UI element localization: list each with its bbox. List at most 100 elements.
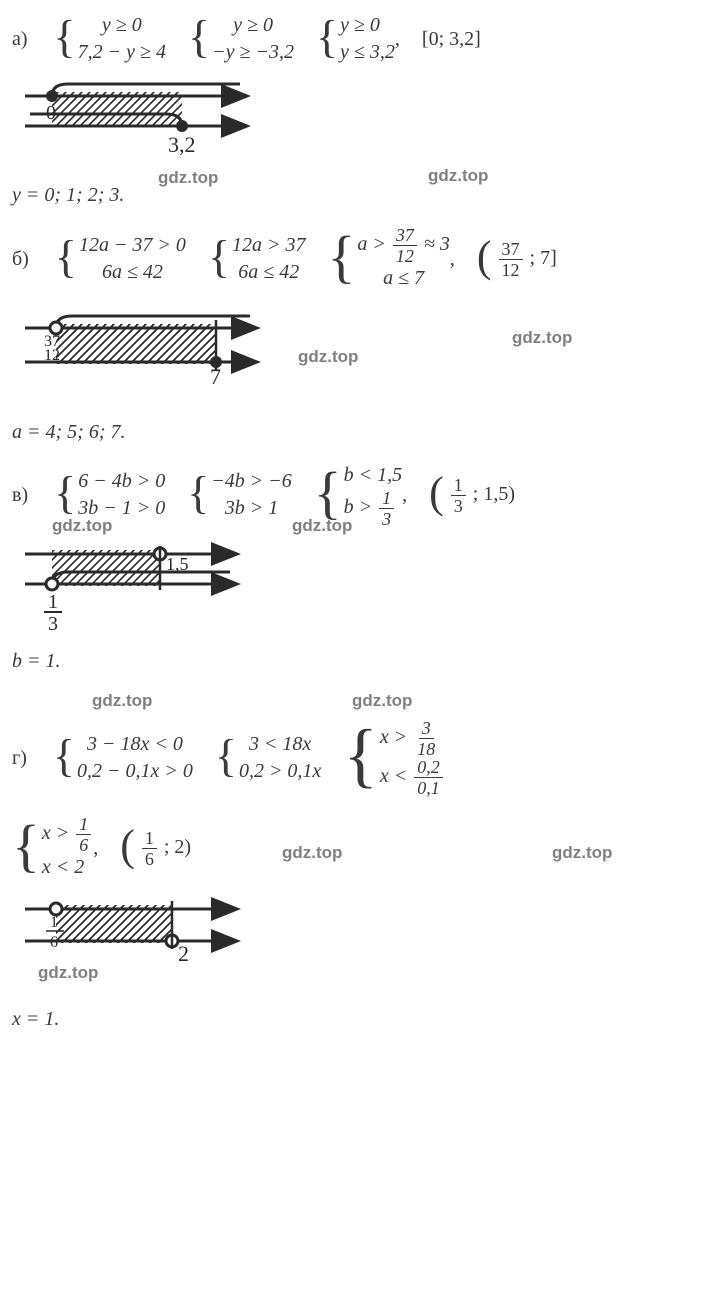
problem-d-sys3: { x > 3 18 x < 0,2 0,1 (343, 719, 444, 797)
watermark: gdz.top (282, 843, 342, 863)
sys2-line1: y ≥ 0 (233, 12, 273, 39)
fraction: 3 18 (414, 719, 438, 758)
brace-icon: { (53, 738, 75, 775)
watermark: gdz.top (552, 843, 612, 863)
sys2-line1: −4b > −6 (211, 468, 292, 495)
watermark: gdz.top (428, 166, 488, 186)
sys3-comma: , (402, 484, 407, 507)
svg-text:2: 2 (178, 941, 189, 966)
svg-text:3: 3 (48, 613, 58, 635)
fraction: 0,2 0,1 (414, 758, 443, 797)
brace-icon: { (316, 19, 338, 56)
problem-c-sys1: { 6 − 4b > 0 3b − 1 > 0 (54, 468, 165, 522)
problem-a-systems-row: а) { y ≥ 0 7,2 − y ≥ 4 { y ≥ 0 −y ≥ −3,2… (12, 12, 690, 66)
paren-open: ( (477, 232, 492, 281)
problem-a-label: а) (12, 28, 28, 51)
frac-num: 1 (76, 815, 91, 835)
frac-num: 0,2 (414, 758, 443, 778)
problem-d-sys2: { 3 < 18x 0,2 > 0,1x (215, 731, 321, 785)
frac-den: 12 (499, 260, 523, 279)
fraction: 1 3 (379, 489, 394, 528)
problem-a: а) { y ≥ 0 7,2 − y ≥ 4 { y ≥ 0 −y ≥ −3,2… (12, 12, 690, 208)
svg-text:0: 0 (46, 102, 56, 124)
fraction: 37 12 (393, 226, 417, 265)
watermark: gdz.top (52, 516, 112, 536)
sys3-line1-prefix: a > (357, 233, 391, 255)
sys1-line1: 6 − 4b > 0 (78, 468, 165, 495)
brace-icon: { (187, 475, 209, 512)
watermark: gdz.top (352, 691, 412, 711)
sysf-line2: x < 2 (42, 854, 84, 881)
svg-text:1: 1 (50, 914, 58, 931)
frac-den: 18 (414, 739, 438, 758)
problem-b-interval: ( 37 12 ; 7] (477, 240, 557, 279)
problem-a-interval: [0; 3,2] (422, 28, 481, 51)
sys1-line2: 7,2 − y ≥ 4 (78, 39, 166, 66)
sys3-line1-prefix: x > (380, 726, 412, 748)
problem-c-interval: ( 1 3 ; 1,5) (429, 476, 515, 515)
frac-num: 37 (393, 226, 417, 246)
problem-b-numberline-row: 37 12 7 gdz.top gdz.top (12, 298, 690, 415)
brace-icon: { (314, 470, 342, 516)
watermark: gdz.top (512, 328, 572, 348)
sys3-line2: x < 0,2 0,1 (380, 758, 445, 797)
frac-den: 0,1 (414, 778, 443, 797)
problem-c-label: в) (12, 484, 28, 507)
frac-num: 1 (142, 829, 157, 849)
fraction: 1 3 (451, 476, 466, 515)
sys3-line1: a > 37 12 ≈ 3 (357, 226, 449, 265)
watermark: gdz.top (292, 516, 352, 536)
sys3-line1: b < 1,5 (344, 462, 403, 489)
problem-b-systems-row: б) { 12a − 37 > 0 6a ≤ 42 { 12a > 37 6a … (12, 226, 690, 292)
problem-a-sys3: { y ≥ 0 y ≤ 3,2 , (316, 12, 400, 66)
svg-text:7: 7 (210, 364, 221, 389)
sys2-line2: 3b > 1 (225, 495, 279, 522)
sys3-line1-suffix: ≈ 3 (424, 233, 450, 255)
paren-open: ( (429, 468, 444, 517)
problem-c-systems-row: в) { 6 − 4b > 0 3b − 1 > 0 { −4b > −6 3b… (12, 462, 690, 528)
sys1-line1: 3 − 18x < 0 (87, 731, 183, 758)
problem-b-label: б) (12, 248, 29, 271)
svg-text:1,5: 1,5 (166, 554, 189, 574)
brace-icon: { (54, 475, 76, 512)
sys1-line1: 12a − 37 > 0 (79, 232, 186, 259)
svg-text:1: 1 (48, 591, 58, 613)
problem-d: gdz.top gdz.top г) { 3 − 18x < 0 0,2 − 0… (12, 691, 690, 1031)
interval-rest: ; 2) (164, 836, 191, 858)
problem-b-numberline: 37 12 7 (20, 306, 270, 407)
svg-text:3,2: 3,2 (168, 132, 196, 157)
brace-icon: { (12, 823, 40, 869)
sys2-line2: −y ≥ −3,2 (212, 39, 294, 66)
interval-rest: ; 1,5) (473, 483, 515, 505)
fraction: 1 6 (142, 829, 157, 868)
watermark: gdz.top (92, 691, 152, 711)
frac-den: 12 (393, 246, 417, 265)
frac-num: 37 (499, 240, 523, 260)
sys1-line1: y ≥ 0 (102, 12, 142, 39)
problem-d-numberline: 1 6 2 gdz.top (20, 889, 690, 1000)
svg-text:6: 6 (50, 934, 58, 951)
sys2-line2: 6a ≤ 42 (238, 259, 299, 286)
problem-b-sys2: { 12a > 37 6a ≤ 42 (208, 232, 306, 286)
brace-icon: { (215, 738, 237, 775)
problem-d-sys1: { 3 − 18x < 0 0,2 − 0,1x > 0 (53, 731, 193, 785)
interval-rest: ; 7] (530, 247, 557, 269)
watermark: gdz.top (158, 168, 218, 188)
problem-d-sys-final: { x > 1 6 x < 2 , (12, 815, 98, 881)
frac-den: 3 (451, 496, 466, 515)
watermark: gdz.top (298, 347, 358, 367)
problem-a-sys2: { y ≥ 0 −y ≥ −3,2 (188, 12, 294, 66)
brace-icon: { (188, 19, 210, 56)
sys1-line2: 0,2 − 0,1x > 0 (77, 758, 193, 785)
problem-c: в) { 6 − 4b > 0 3b − 1 > 0 { −4b > −6 3b… (12, 462, 690, 673)
sys1-line2: 6a ≤ 42 (102, 259, 163, 286)
fraction: 37 12 (499, 240, 523, 279)
watermark: gdz.top (38, 963, 98, 983)
sys3-comma: , (395, 28, 400, 51)
svg-text:12: 12 (44, 347, 60, 364)
brace-icon: { (343, 727, 378, 785)
sys3-line1: y ≥ 0 (340, 12, 380, 39)
problem-d-watermark-row: gdz.top gdz.top (12, 691, 690, 713)
sys3-comma: , (450, 248, 455, 271)
frac-den: 3 (379, 509, 394, 528)
